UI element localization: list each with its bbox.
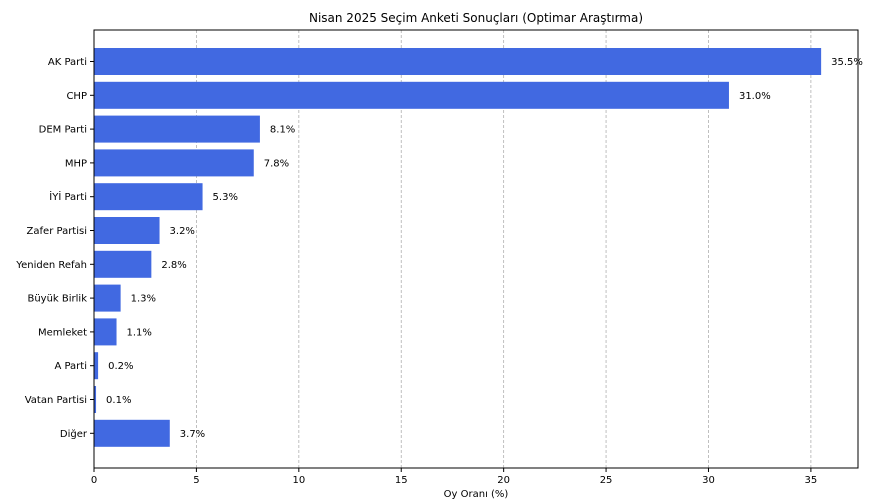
data-label: 1.3%	[131, 294, 156, 305]
bar	[94, 419, 170, 447]
x-tick-label: 5	[193, 475, 199, 486]
y-axis-ticks: AK Parti CHP DEM Parti MHP İYİ Parti Zafer Pa…	[15, 57, 94, 440]
data-label: 7.8%	[264, 158, 289, 169]
x-tick-label: 10	[292, 475, 305, 486]
data-label: 5.3%	[213, 192, 238, 203]
y-tick-label: Memleket	[38, 327, 87, 338]
x-tick-label: 25	[600, 475, 613, 486]
y-tick-label: Yeniden Refah	[15, 260, 87, 271]
data-label: 31.0%	[739, 91, 771, 102]
y-tick-label: Diğer	[60, 428, 88, 440]
bar	[94, 318, 117, 346]
bar	[94, 48, 822, 75]
x-tick-label: 20	[497, 475, 510, 486]
bar	[94, 115, 260, 143]
x-tick-label: 35	[805, 475, 818, 486]
data-label: 8.1%	[270, 125, 295, 136]
x-tick-label: 0	[91, 475, 97, 486]
bar	[94, 81, 729, 109]
x-tick-label: 30	[702, 475, 715, 486]
data-label: 1.1%	[127, 327, 152, 338]
data-label: 0.1%	[106, 395, 131, 406]
bar	[94, 250, 152, 278]
bar	[94, 149, 254, 177]
y-tick-label: CHP	[66, 91, 87, 102]
bar	[94, 386, 97, 413]
data-label: 2.8%	[161, 260, 186, 271]
bar	[94, 352, 99, 380]
y-tick-label: DEM Parti	[39, 125, 87, 136]
bar	[94, 284, 121, 312]
plot-frame	[93, 29, 859, 469]
data-label: 0.2%	[108, 361, 133, 372]
y-tick-label: AK Parti	[48, 57, 87, 68]
y-tick-label: MHP	[65, 158, 87, 169]
y-tick-label: Vatan Partisi	[25, 395, 87, 406]
data-label: 3.2%	[170, 226, 195, 237]
y-tick-label: Büyük Birlik	[27, 294, 87, 305]
bar	[94, 183, 203, 211]
y-tick-label: Zafer Partisi	[27, 226, 87, 237]
y-tick-label: A Parti	[54, 361, 87, 372]
x-axis-label: Oy Oranı (%)	[444, 489, 509, 500]
y-tick-label: İYİ Parti	[49, 190, 87, 203]
chart-title: Nisan 2025 Seçim Anketi Sonuçları (Optim…	[309, 11, 643, 25]
data-label: 3.7%	[180, 429, 205, 440]
x-tick-label: 15	[395, 475, 408, 486]
bar	[94, 217, 160, 244]
x-axis-ticks: 0 5 10 15 20 25 30 35	[91, 468, 817, 486]
data-label: 35.5%	[831, 57, 863, 68]
bars: 35.5% 31.0% 8.1% 7.8% 5.3% 3.2% 2.8% 1.3% 1.1% 0.…	[94, 48, 863, 447]
